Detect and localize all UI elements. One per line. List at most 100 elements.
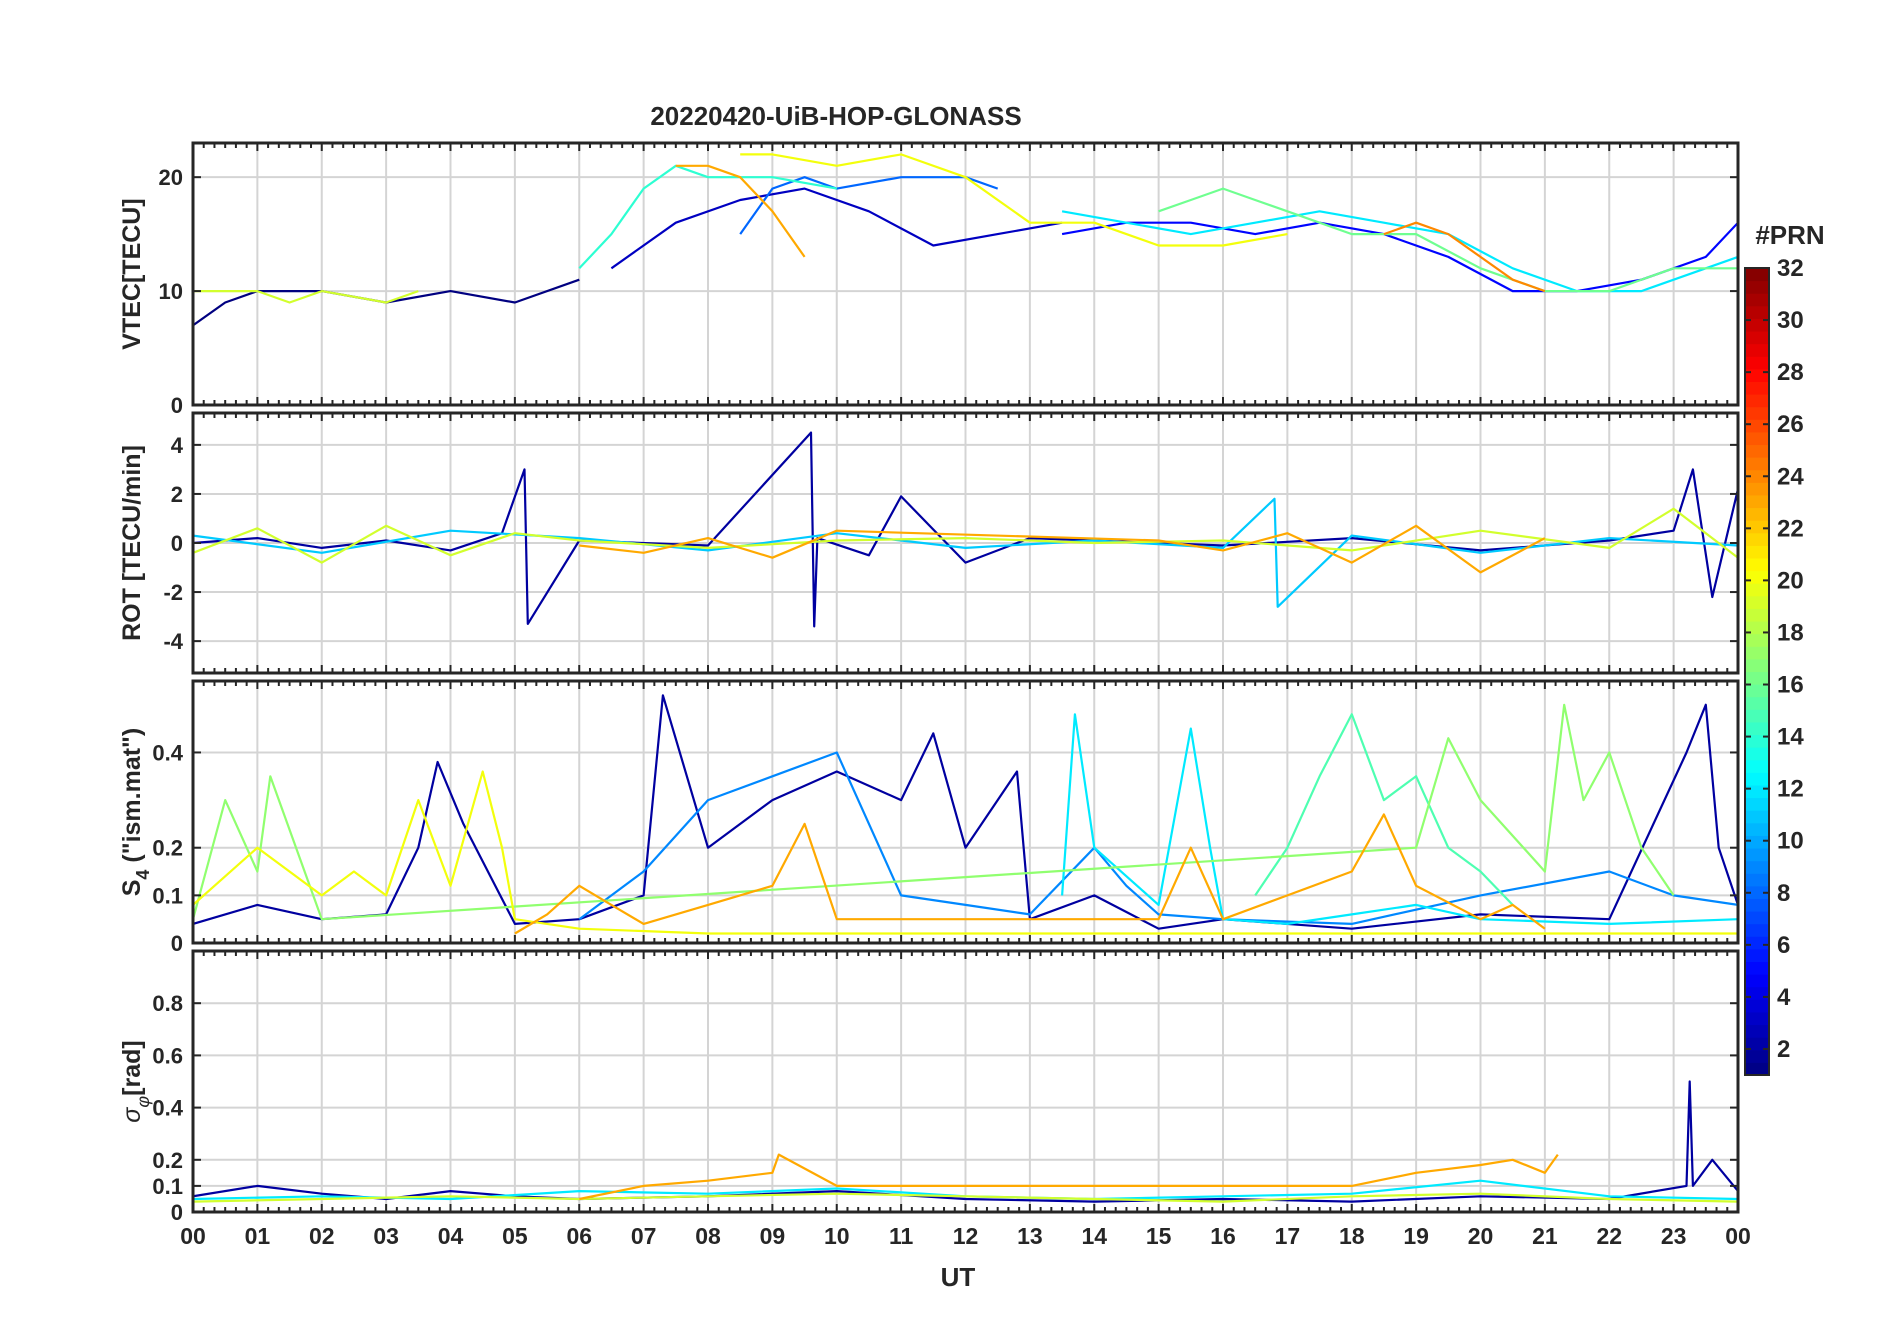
y-tick-label: 0 xyxy=(171,531,183,556)
colorbar-segment xyxy=(1745,1011,1769,1026)
y-tick-label: 0.1 xyxy=(152,883,183,908)
series-line-prn-3 xyxy=(610,187,1063,270)
colorbar-segment xyxy=(1745,368,1769,382)
colorbar-segment xyxy=(1745,418,1769,433)
colorbar-segment xyxy=(1745,343,1769,357)
colorbar-tick-label: 28 xyxy=(1777,359,1804,386)
x-tick-label: 17 xyxy=(1275,1223,1301,1249)
colorbar-segment xyxy=(1745,759,1769,773)
colorbar-tick-label: 14 xyxy=(1777,724,1804,751)
x-tick-label: 10 xyxy=(824,1223,850,1249)
colorbar-segment xyxy=(1745,393,1769,408)
colorbar-segment xyxy=(1745,746,1769,761)
x-tick-label: 22 xyxy=(1596,1223,1622,1249)
colorbar-segment xyxy=(1745,481,1769,496)
colorbar-segment xyxy=(1745,330,1769,345)
series-line-prn-19 xyxy=(193,1192,1738,1203)
colorbar-segment xyxy=(1745,847,1769,862)
colorbar-tick-label: 8 xyxy=(1777,880,1790,907)
colorbar-segment xyxy=(1745,935,1769,950)
series-group xyxy=(193,694,1738,935)
colorbar-segment xyxy=(1745,507,1769,521)
x-tick-label: 13 xyxy=(1017,1223,1043,1249)
axes-frame xyxy=(191,949,1740,1214)
colorbar-segment xyxy=(1745,771,1769,786)
colorbar-segment xyxy=(1745,860,1769,874)
colorbar-segment xyxy=(1745,544,1769,559)
colorbar-segment xyxy=(1745,444,1769,458)
x-tick-label: 01 xyxy=(245,1223,271,1249)
y-axis-label: S4 ("ism.mat") xyxy=(118,728,153,897)
x-tick-label: 21 xyxy=(1532,1223,1558,1249)
y-tick-label: 0 xyxy=(171,931,183,956)
colorbar-tick-label: 20 xyxy=(1777,567,1804,594)
series-line-prn-2 xyxy=(193,431,1738,628)
series-group xyxy=(193,1080,1738,1203)
series-line-prn-20 xyxy=(193,770,1738,935)
colorbar-tick-label: 2 xyxy=(1777,1036,1790,1063)
y-axis-label: ROT [TECU/min] xyxy=(118,445,146,641)
panel-s4: 0 0.1 0.2 0.4S4 ("ism.mat") xyxy=(118,679,1740,956)
axes-frame xyxy=(191,411,1740,675)
colorbar-segment xyxy=(1745,1036,1769,1051)
y-tick-label: 0.2 xyxy=(152,836,183,861)
colorbar-segment xyxy=(1745,305,1769,319)
colorbar-segment xyxy=(1745,658,1769,672)
chart-title: 20220420-UiB-HOP-GLONASS xyxy=(650,101,1021,131)
x-tick-label: 09 xyxy=(760,1223,786,1249)
colorbar-segment xyxy=(1745,822,1769,836)
colorbar-segment xyxy=(1745,494,1769,509)
colorbar-tick-label: 32 xyxy=(1777,255,1804,282)
colorbar-tick-label: 10 xyxy=(1777,828,1804,855)
colorbar-segment xyxy=(1745,406,1769,420)
y-tick-label: 0.1 xyxy=(152,1174,183,1199)
colorbar-segment xyxy=(1745,671,1769,685)
x-tick-label: 19 xyxy=(1403,1223,1429,1249)
series-group xyxy=(193,431,1738,628)
colorbar-segment xyxy=(1745,633,1769,647)
axes-frame xyxy=(191,141,1740,407)
y-tick-label: 2 xyxy=(171,482,183,507)
x-tick-label: 20 xyxy=(1468,1223,1494,1249)
x-tick-label: 06 xyxy=(566,1223,592,1249)
series-line-prn-17 xyxy=(193,703,1675,921)
x-tick-label: 15 xyxy=(1146,1223,1172,1249)
colorbar-segment xyxy=(1745,456,1769,471)
tick-marks xyxy=(192,951,1739,1213)
y-tick-label: -2 xyxy=(163,580,183,605)
series-line-prn-23 xyxy=(514,813,1546,935)
y-tick-label: 10 xyxy=(159,279,183,304)
colorbar-label: #PRN xyxy=(1755,220,1824,250)
colorbar-segment xyxy=(1745,380,1769,395)
colorbar-segment xyxy=(1745,708,1769,723)
x-axis-label: UT xyxy=(941,1262,976,1292)
colorbar-segment xyxy=(1745,872,1769,887)
colorbar-tick-label: 24 xyxy=(1777,463,1804,490)
colorbar-segment xyxy=(1745,1049,1769,1063)
colorbar-segment xyxy=(1745,948,1769,963)
series-line-prn-16 xyxy=(1158,187,1738,293)
y-tick-label: 0.6 xyxy=(152,1043,183,1068)
x-tick-label: 07 xyxy=(631,1223,657,1249)
colorbar-segment xyxy=(1745,431,1769,446)
colorbar-tick-label: 30 xyxy=(1777,307,1804,334)
series-line-prn-2 xyxy=(193,694,1738,930)
colorbar-segment xyxy=(1745,645,1769,660)
x-tick-label: 08 xyxy=(695,1223,721,1249)
colorbar-segment xyxy=(1745,973,1769,988)
colorbar-segment xyxy=(1745,885,1769,899)
colorbar-segment xyxy=(1745,519,1769,534)
x-tick-label: 23 xyxy=(1661,1223,1687,1249)
x-tick-label: 16 xyxy=(1210,1223,1236,1249)
colorbar-segment xyxy=(1745,355,1769,370)
colorbar-segment xyxy=(1745,834,1769,849)
series-line-prn-19 xyxy=(193,290,419,304)
colorbar-tick-label: 6 xyxy=(1777,932,1790,959)
x-tick-label: 04 xyxy=(438,1223,464,1249)
x-tick-label: 14 xyxy=(1081,1223,1107,1249)
y-tick-label: 20 xyxy=(159,165,183,190)
x-tick-label: 05 xyxy=(502,1223,528,1249)
colorbar-segment xyxy=(1745,607,1769,622)
colorbar-segment xyxy=(1745,595,1769,609)
x-tick-label: 11 xyxy=(889,1223,914,1249)
